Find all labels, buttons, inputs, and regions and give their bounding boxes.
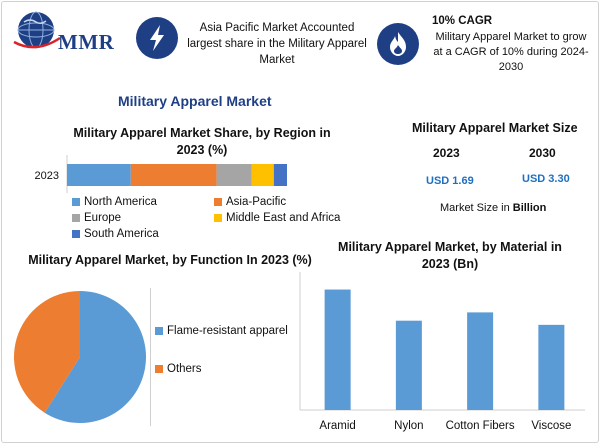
lightning-icon: [136, 17, 178, 59]
function-legend-item: Others: [155, 363, 202, 375]
region-segment-middle-east-and-africa: [251, 164, 274, 186]
highlight-asia-pacific: Asia Pacific Market Accounted largest sh…: [187, 22, 367, 66]
material-bar-chart: Aramid Nylon Cotton Fibers Viscose: [299, 272, 585, 432]
region-legend-item: Middle East and Africa: [214, 212, 340, 224]
legend-label: North America: [84, 196, 157, 208]
material-tick-label: Viscose: [531, 420, 571, 432]
legend-label: Others: [167, 363, 202, 375]
main-title: Military Apparel Market: [118, 93, 272, 109]
market-size-value-2023: USD 1.69: [426, 175, 474, 187]
legend-swatch: [214, 198, 222, 206]
legend-swatch: [72, 214, 80, 222]
market-size-title: Military Apparel Market Size: [412, 121, 578, 135]
region-legend-item: Europe: [72, 212, 121, 224]
legend-swatch: [72, 198, 80, 206]
legend-label: Asia-Pacific: [226, 196, 287, 208]
region-stacked-bar-chart: 2023: [35, 155, 287, 193]
material-tick-label: Nylon: [394, 420, 423, 432]
material-tick-label: Aramid: [319, 420, 355, 432]
region-segment-europe: [216, 164, 252, 186]
legend-swatch: [155, 327, 163, 335]
legend-label: Middle East and Africa: [226, 212, 341, 224]
pie-slice-flame-resistant-apparel: [44, 291, 146, 423]
function-legend-item: Flame-resistant apparel: [155, 325, 288, 337]
legend-label: Europe: [84, 212, 122, 224]
pie-slice-others: [14, 291, 80, 413]
legend-label: South America: [84, 228, 159, 240]
material-bar-aramid: [324, 289, 351, 410]
region-category-label: 2023: [35, 170, 59, 182]
material-chart-title: Military Apparel Market, by Material in …: [338, 240, 562, 271]
material-bar-viscose: [538, 324, 565, 410]
region-segment-north-america: [67, 164, 131, 186]
legend-label: Flame-resistant apparel: [167, 325, 288, 337]
market-size-note-unit: Billion: [512, 202, 547, 214]
material-bar-nylon: [395, 320, 422, 410]
market-size-note: Market Size in Billion: [440, 202, 546, 214]
region-legend-item: South America: [72, 228, 159, 240]
market-size-year-2023: 2023: [433, 146, 460, 160]
region-segment-asia-pacific: [130, 164, 217, 186]
legend-swatch: [155, 365, 163, 373]
logo-text: MMR: [58, 30, 115, 54]
material-bar-cotton-fibers: [467, 312, 494, 410]
region-chart-title: Military Apparel Market Share, by Region…: [73, 126, 331, 157]
function-chart-title: Military Apparel Market, by Function In …: [28, 253, 312, 267]
mmr-logo: [12, 8, 122, 58]
flame-icon: [377, 23, 419, 65]
market-size-year-2030: 2030: [529, 146, 556, 160]
pie-divider: [150, 288, 151, 426]
market-size-value-2030: USD 3.30: [522, 173, 570, 185]
material-tick-label: Cotton Fibers: [446, 420, 515, 432]
market-size-note-prefix: Market Size in: [440, 202, 513, 214]
legend-swatch: [214, 214, 222, 222]
region-legend-item: North America: [72, 196, 157, 208]
globe-icon: [13, 11, 61, 49]
region-legend-item: Asia-Pacific: [214, 196, 286, 208]
cagr-description: Military Apparel Market to grow at a CAG…: [433, 31, 589, 73]
cagr-title: 10% CAGR: [432, 15, 493, 27]
region-segment-south-america: [273, 164, 287, 186]
function-pie-chart: [14, 291, 146, 423]
legend-swatch: [72, 230, 80, 238]
